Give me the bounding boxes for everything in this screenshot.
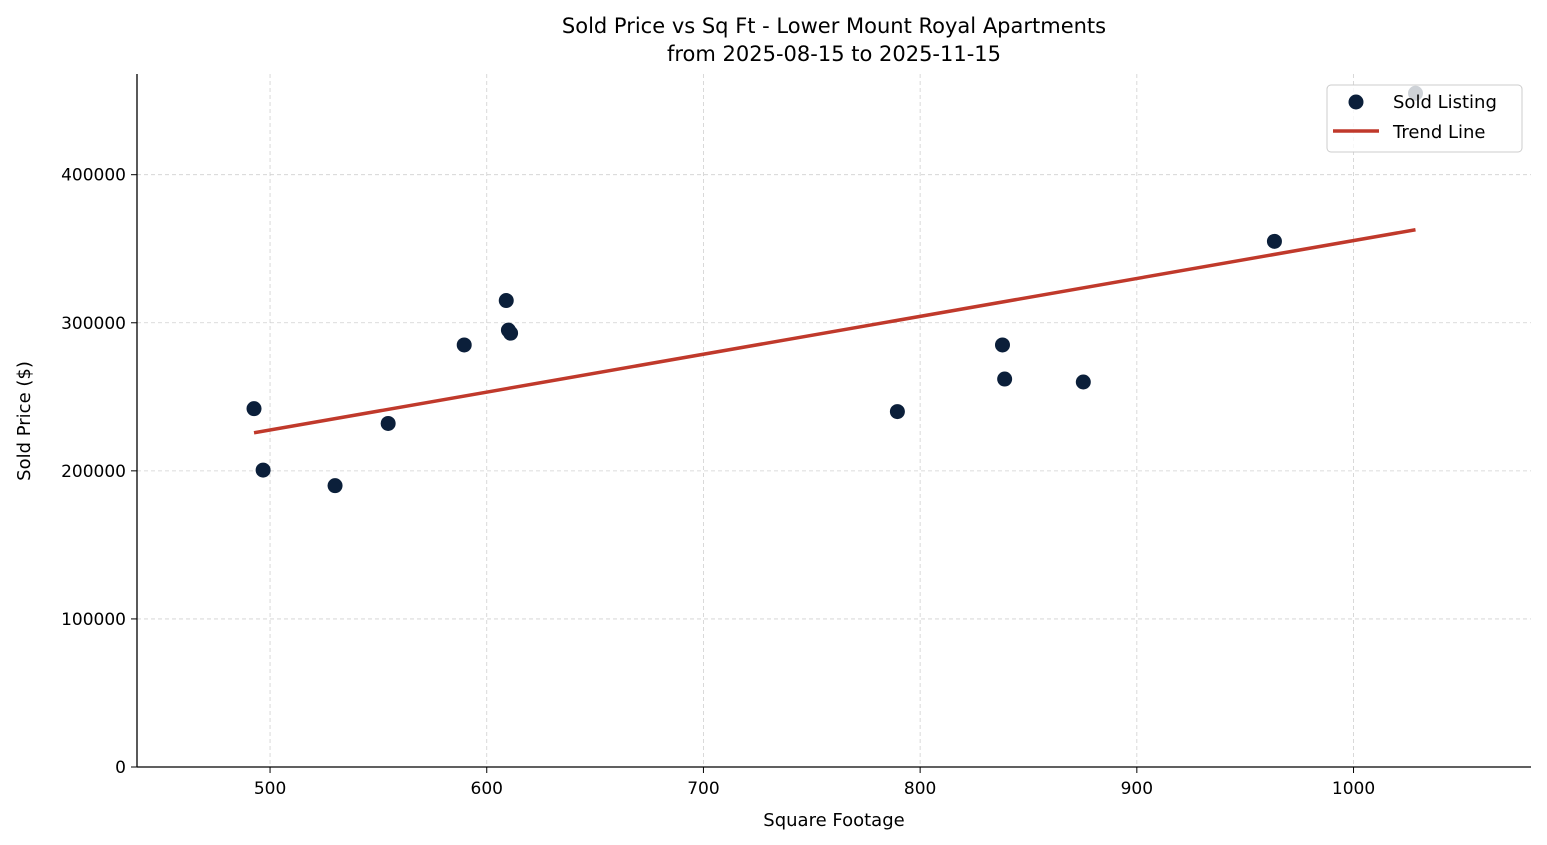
y-tick-label: 0 (115, 758, 126, 778)
legend-label-trend-line: Trend Line (1392, 122, 1486, 143)
trend-line (253, 228, 1416, 435)
legend-marker-sold-listing (1348, 94, 1364, 110)
data-point (1075, 374, 1091, 390)
y-tick-label: 300000 (61, 314, 126, 334)
marks (246, 85, 1424, 494)
x-tick-label: 900 (1121, 779, 1153, 799)
y-tick-label: 400000 (61, 166, 126, 186)
data-point (380, 415, 396, 431)
axes (136, 74, 1531, 768)
grid (137, 74, 1531, 767)
x-tick-label: 700 (687, 779, 719, 799)
data-point (327, 478, 343, 494)
chart-title: Sold Price vs Sq Ft - Lower Mount Royal … (562, 14, 1106, 38)
data-point (498, 293, 514, 309)
ticks: 500 600 700 800 900 1000 0 100000 200000 300000 40… (61, 166, 1375, 799)
y-tick-label: 100000 (61, 610, 126, 630)
chart-subtitle: from 2025-08-15 to 2025-11-15 (667, 42, 1001, 66)
x-tick-label: 500 (254, 779, 286, 799)
data-point (456, 337, 472, 353)
x-tick-label: 1000 (1332, 779, 1375, 799)
data-point (997, 371, 1013, 387)
legend-box (1326, 84, 1523, 153)
legend: Sold Listing Trend Line (1326, 84, 1523, 153)
data-point (994, 337, 1010, 353)
y-axis-label: Sold Price ($) (14, 361, 35, 481)
data-point (503, 325, 519, 341)
x-tick-label: 800 (904, 779, 936, 799)
data-point (255, 462, 271, 478)
data-point (1266, 233, 1282, 249)
y-tick-label: 200000 (61, 462, 126, 482)
legend-label-sold-listing: Sold Listing (1393, 92, 1497, 113)
x-tick-label: 600 (471, 779, 503, 799)
data-point (246, 401, 262, 417)
x-axis-label: Square Footage (763, 810, 904, 831)
data-point (889, 404, 905, 420)
